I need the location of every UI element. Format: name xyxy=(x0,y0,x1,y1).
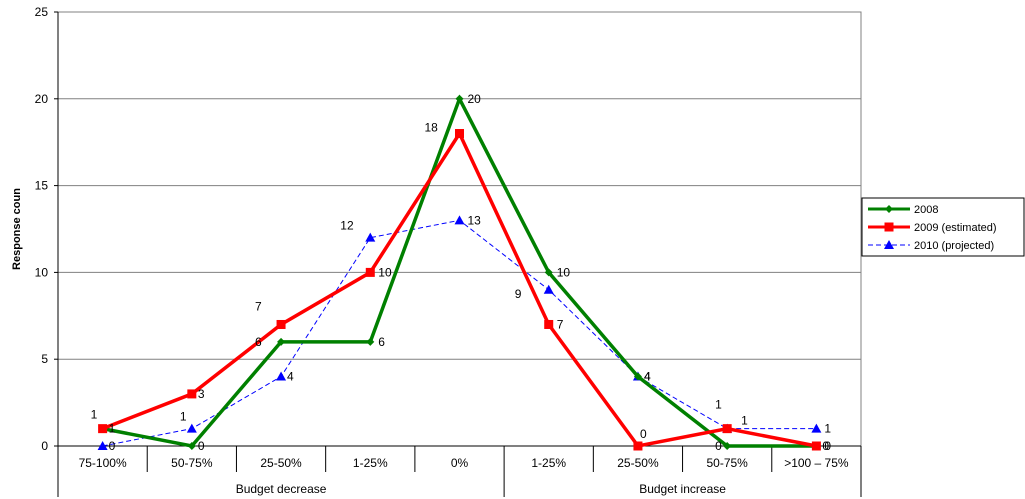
data-label: 0 xyxy=(109,439,116,453)
data-label: 6 xyxy=(255,335,262,349)
data-point xyxy=(811,441,821,451)
x-tick-label: >100 – 75% xyxy=(784,456,849,470)
legend-item: 2009 (estimated) xyxy=(868,222,997,234)
data-point xyxy=(365,232,376,242)
data-label: 1 xyxy=(91,408,98,422)
legend-label: 2009 (estimated) xyxy=(914,222,997,234)
legend-label: 2010 (projected) xyxy=(914,240,994,252)
x-tick-label: 25-50% xyxy=(260,456,302,470)
data-point xyxy=(543,284,554,294)
y-tick-label: 15 xyxy=(35,179,49,193)
data-label: 0 xyxy=(715,439,722,453)
group-label: Budget increase xyxy=(639,482,726,496)
data-label: 20 xyxy=(468,92,482,106)
legend: 2008 2009 (estimated) 2010 (projected) xyxy=(861,197,1025,257)
data-label: 0 xyxy=(640,427,647,441)
data-point xyxy=(544,319,554,329)
x-tick-label: 1-25% xyxy=(353,456,388,470)
data-label: 1 xyxy=(715,398,722,412)
data-label: 1 xyxy=(180,410,187,424)
group-label: Budget decrease xyxy=(236,482,327,496)
data-label: 18 xyxy=(425,121,439,135)
data-point xyxy=(98,424,108,434)
data-label: 7 xyxy=(557,317,564,331)
data-point xyxy=(186,423,197,433)
series-1 xyxy=(98,129,821,451)
y-axis-title: Response coun xyxy=(11,188,23,270)
data-label: 3 xyxy=(198,387,205,401)
series xyxy=(97,94,822,451)
y-tick-label: 20 xyxy=(35,92,49,106)
data-point xyxy=(723,442,732,450)
y-tick-label: 10 xyxy=(35,265,49,279)
x-tick-label: 25-50% xyxy=(617,456,659,470)
data-point xyxy=(633,441,643,451)
data-label: 1 xyxy=(109,422,116,436)
data-point xyxy=(276,319,286,329)
x-tick-label: 50-75% xyxy=(171,456,213,470)
data-label: 12 xyxy=(340,219,354,233)
x-tick-label: 75-100% xyxy=(79,456,127,470)
data-point xyxy=(365,267,375,277)
legend-item: 2008 xyxy=(868,204,938,216)
data-label: 0 xyxy=(822,439,829,453)
data-label: 6 xyxy=(378,335,385,349)
data-point xyxy=(97,441,108,450)
gridlines xyxy=(57,11,862,447)
x-tick-label: 50-75% xyxy=(706,456,748,470)
data-label: 4 xyxy=(644,370,651,384)
plot-area xyxy=(57,11,862,447)
data-point xyxy=(454,215,465,225)
legend-marker xyxy=(884,222,894,232)
data-point xyxy=(277,337,286,346)
data-point xyxy=(455,94,464,103)
data-point xyxy=(366,337,375,346)
data-point xyxy=(187,389,197,399)
data-point xyxy=(722,424,732,434)
data-point xyxy=(455,129,464,139)
x-tick-label: 0% xyxy=(451,456,469,470)
data-label: 1 xyxy=(824,422,831,436)
data-label: 13 xyxy=(468,213,482,227)
legend-marker xyxy=(885,205,893,213)
x-tick-label: 1-25% xyxy=(531,456,566,470)
data-label: 0 xyxy=(824,439,831,453)
data-point xyxy=(544,268,553,277)
data-label: 4 xyxy=(644,370,651,384)
legend-marker xyxy=(884,240,894,249)
data-label: 1 xyxy=(741,414,748,428)
data-label: 0 xyxy=(198,439,205,453)
data-label: 10 xyxy=(557,265,571,279)
y-tick-label: 0 xyxy=(41,439,48,453)
data-point xyxy=(276,371,287,381)
legend-label: 2008 xyxy=(914,204,938,216)
legend-item: 2010 (projected) xyxy=(868,240,994,252)
data-label: 7 xyxy=(255,299,262,313)
data-label: 10 xyxy=(378,265,392,279)
data-label: 4 xyxy=(287,370,294,384)
data-point xyxy=(633,372,642,381)
data-point xyxy=(811,423,822,433)
y-tick-label: 5 xyxy=(41,352,48,366)
y-tick-label: 25 xyxy=(35,5,49,19)
data-label: 9 xyxy=(515,287,522,301)
data-point xyxy=(187,442,196,450)
